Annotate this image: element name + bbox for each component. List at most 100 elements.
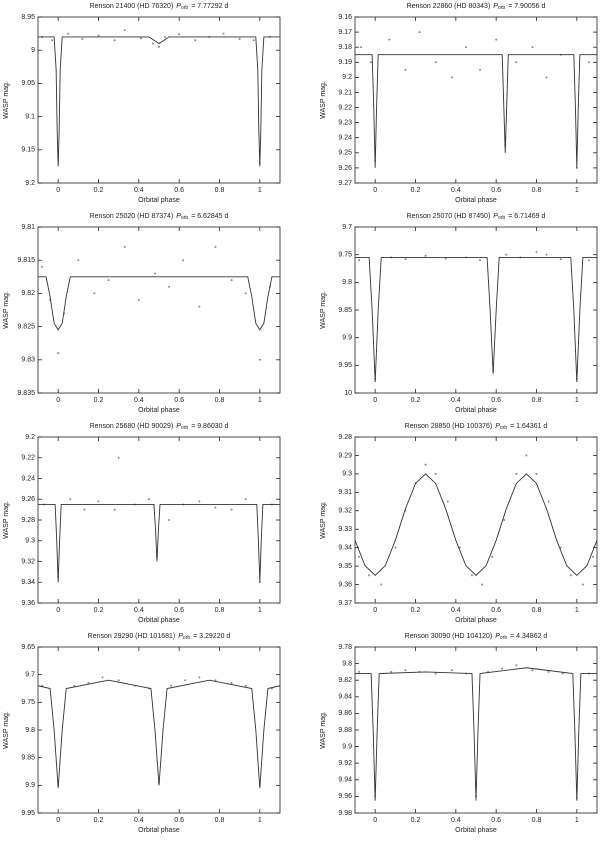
x-axis-label: Orbital phase	[455, 827, 497, 834]
x-axis-label: Orbital phase	[138, 827, 180, 834]
x-tick-label: 1	[258, 607, 262, 614]
title-value: = 4.34862 d	[510, 633, 547, 640]
x-tick-label: 0.2	[94, 607, 104, 614]
y-tick-label: 9.21	[338, 89, 352, 96]
data-point	[418, 31, 421, 34]
chart-title: Renson 22860 (HD 80343) Porb = 7.90056 d	[407, 3, 546, 11]
y-tick-label: 9.32	[338, 508, 352, 515]
chart-title: Renson 28850 (HD 100376) Porb = 1.64361 d	[405, 423, 548, 431]
plot-frame	[354, 16, 598, 184]
chart-title: Renson 25020 (HD 87374) Porb = 6.62845 d	[90, 213, 229, 221]
y-tick-label: 9.81	[21, 224, 35, 231]
model-curve	[38, 679, 280, 789]
title-value: = 7.77292 d	[191, 3, 228, 10]
title-value: = 6.71469 d	[508, 213, 545, 220]
y-tick-label: 9.9	[342, 743, 352, 750]
x-tick-label: 0	[56, 187, 60, 194]
title-value: = 6.62845 d	[191, 213, 228, 220]
x-tick-label: 0.8	[215, 397, 225, 404]
data-point	[158, 45, 160, 48]
data-point	[390, 670, 393, 673]
y-tick-label: 9.23	[338, 119, 352, 126]
data-point	[501, 667, 504, 670]
x-tick-label: 0	[56, 607, 60, 614]
data-point	[515, 664, 518, 667]
y-axis-label: WASP mag.	[3, 501, 10, 539]
x-tick-label: 0.4	[134, 187, 144, 194]
data-point	[77, 259, 80, 262]
data-point	[491, 555, 494, 558]
y-tick-label: 9.9	[342, 335, 352, 342]
data-point	[51, 39, 54, 42]
y-tick-label: 9.86	[338, 710, 352, 717]
x-tick-label: 0.4	[134, 607, 144, 614]
data-point	[214, 679, 217, 682]
data-point	[587, 259, 590, 262]
title-variable: P	[495, 423, 500, 430]
data-point	[481, 583, 484, 586]
data-point	[97, 500, 100, 503]
data-point	[57, 352, 60, 355]
data-point	[113, 39, 116, 42]
y-tick-label: 9.28	[21, 517, 35, 524]
x-tick-label: 0.6	[491, 397, 501, 404]
x-tick-label: 1	[258, 397, 262, 404]
y-tick-label: 9.26	[21, 496, 35, 503]
y-tick-label: 9.8	[342, 660, 352, 667]
y-tick-label: 9.8	[25, 727, 35, 734]
data-point	[87, 681, 90, 684]
data-point	[434, 61, 437, 64]
x-tick-label: 0.2	[94, 817, 104, 824]
y-axis-label: WASP mag.	[320, 711, 327, 749]
data-point	[559, 258, 562, 261]
x-tick-label: 0.6	[491, 607, 501, 614]
model-curve	[38, 36, 280, 167]
y-tick-label: 9.22	[338, 104, 352, 111]
data-point	[424, 463, 427, 466]
plot-frame	[37, 646, 281, 814]
title-variable: P	[493, 213, 498, 220]
data-point	[147, 498, 150, 501]
data-point	[515, 472, 518, 475]
x-axis-label: Orbital phase	[455, 407, 497, 414]
data-point	[178, 33, 181, 36]
data-point	[194, 39, 197, 42]
data-point	[198, 305, 201, 308]
x-tick-label: 1	[575, 397, 579, 404]
data-point	[244, 292, 247, 295]
data-point	[81, 37, 84, 40]
y-tick-label: 9.7	[342, 224, 352, 231]
data-point	[525, 454, 528, 457]
y-tick-label: 9.1	[25, 113, 35, 120]
chart-title: Renson 21400 (HD 76320) Porb = 7.77292 d	[90, 3, 229, 11]
x-tick-label: 0.6	[491, 817, 501, 824]
data-point	[230, 508, 233, 511]
data-point	[244, 684, 247, 687]
data-point	[198, 500, 201, 503]
title-variable: P	[495, 633, 500, 640]
data-point	[503, 519, 506, 521]
chart-title: Renson 25070 (HD 87450) Porb = 6.71469 d	[407, 213, 546, 221]
data-point	[41, 265, 44, 268]
data-point	[184, 679, 187, 682]
data-point	[214, 245, 217, 248]
data-point	[581, 583, 584, 586]
data-point	[591, 555, 594, 558]
data-point	[380, 583, 383, 586]
data-point	[404, 68, 407, 71]
data-point	[535, 472, 538, 475]
data-point	[444, 257, 447, 260]
y-tick-label: 8.95	[21, 14, 35, 21]
data-point	[117, 679, 120, 682]
y-tick-label: 9.96	[338, 793, 352, 800]
data-point	[101, 676, 104, 679]
data-point	[168, 285, 171, 288]
model-curve	[38, 276, 280, 331]
data-point	[479, 68, 482, 71]
x-tick-label: 0.8	[532, 817, 542, 824]
x-axis-label: Orbital phase	[455, 197, 497, 204]
y-tick-label: 9.2	[25, 434, 35, 441]
data-point	[73, 684, 76, 687]
x-tick-label: 0	[373, 817, 377, 824]
